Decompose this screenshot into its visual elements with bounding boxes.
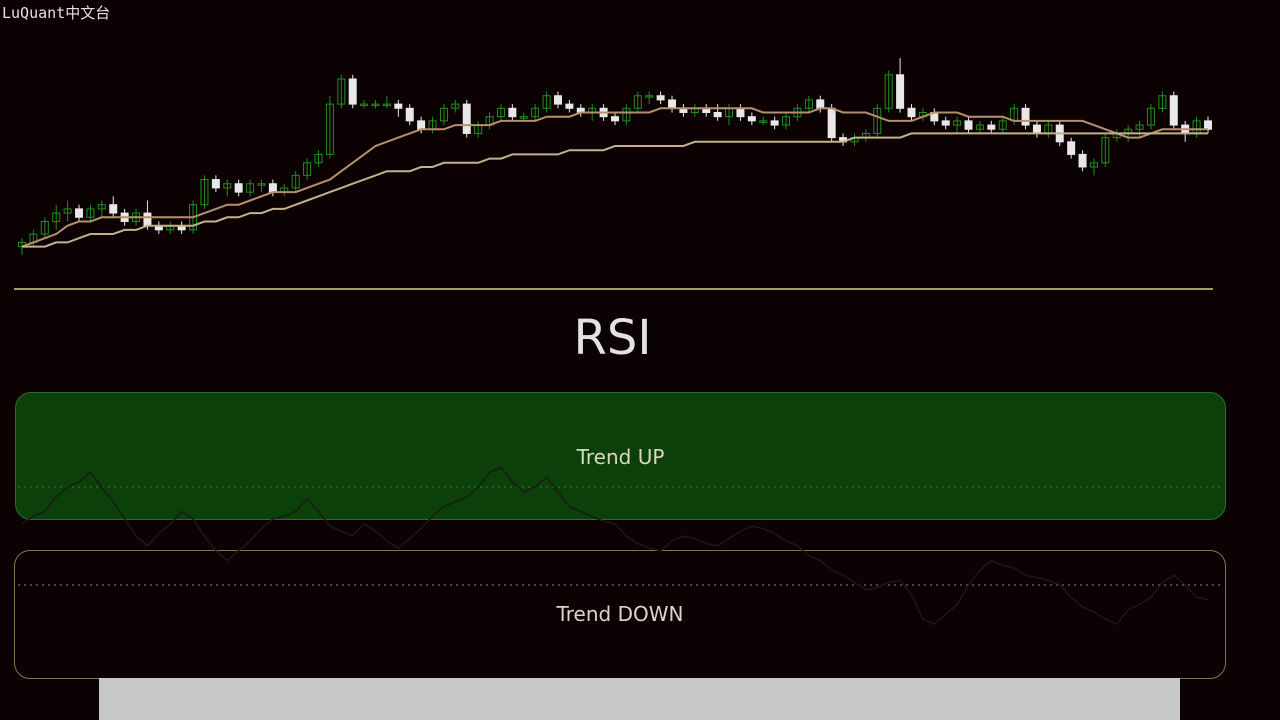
candle-body [234,183,243,193]
candle-body [40,220,49,235]
candle-body [75,208,84,218]
candle-body [713,111,722,118]
candle-body [211,179,220,189]
candle-body [371,103,380,107]
candle-body [1169,95,1178,126]
candle-body [325,103,334,155]
candle-body [953,120,962,126]
candle-body [394,103,403,109]
candle-body [782,116,791,126]
trend-up-zone: Trend UP [15,392,1226,520]
candle-body [405,107,414,122]
candle-body [645,95,654,98]
candle-body [1135,124,1144,130]
rsi-title: RSI [573,310,652,366]
candle-body [451,103,460,109]
candle-body [291,174,300,189]
candle-body [508,107,517,118]
candle-body [439,107,448,122]
candle-body [348,78,357,105]
candle-body [382,103,391,107]
candle-body [542,95,551,109]
candle-body [337,78,346,105]
candle-body [998,120,1007,130]
candle-body [462,103,471,134]
candle-body [63,208,72,214]
candle-body [246,183,255,193]
candle-body [565,103,574,109]
candle-body [531,107,540,118]
candle-body [360,103,369,107]
candle-body [964,120,973,130]
candle-body [519,116,528,119]
candle-body [804,99,813,109]
candle-body [1158,95,1167,109]
candle-body [200,179,209,206]
trend-up-label: Trend UP [576,445,665,469]
candle-body [223,183,232,189]
trend-down-label: Trend DOWN [556,602,684,626]
candle-body [896,74,905,109]
price-candlestick-chart [18,58,1212,255]
candle-body [97,204,106,210]
candle-body [1078,153,1087,168]
candle-body [303,162,312,176]
candle-body [1101,137,1110,164]
candle-body [496,107,505,118]
candle-body [52,212,61,222]
moving-average-fast-line [21,107,1208,248]
candle-body [633,95,642,109]
candle-body [759,120,768,123]
candle-body [109,204,118,214]
candle-body [1067,141,1076,155]
candle-body [884,74,893,109]
candle-body [975,124,984,130]
candle-body [987,124,996,130]
rsi-line [21,466,1209,626]
candle-body [622,107,631,122]
candle-body [770,120,779,126]
candle-body [656,95,665,101]
candle-body [873,107,882,134]
candle-body [257,183,266,186]
candle-body [941,120,950,126]
chart-separator-line [14,288,1213,290]
candle-body [553,95,562,105]
candle-body [611,116,619,122]
candle-body [86,208,95,218]
candle-body [1021,107,1030,126]
candle-body [314,153,323,164]
candle-body [907,107,916,118]
moving-average-slow-line [22,132,1208,248]
candle-body [1089,162,1098,168]
candle-body [1146,107,1155,126]
bottom-caption-bar [99,678,1180,720]
candle-body [747,116,756,122]
channel-watermark: LuQuant中文台 [2,4,111,22]
